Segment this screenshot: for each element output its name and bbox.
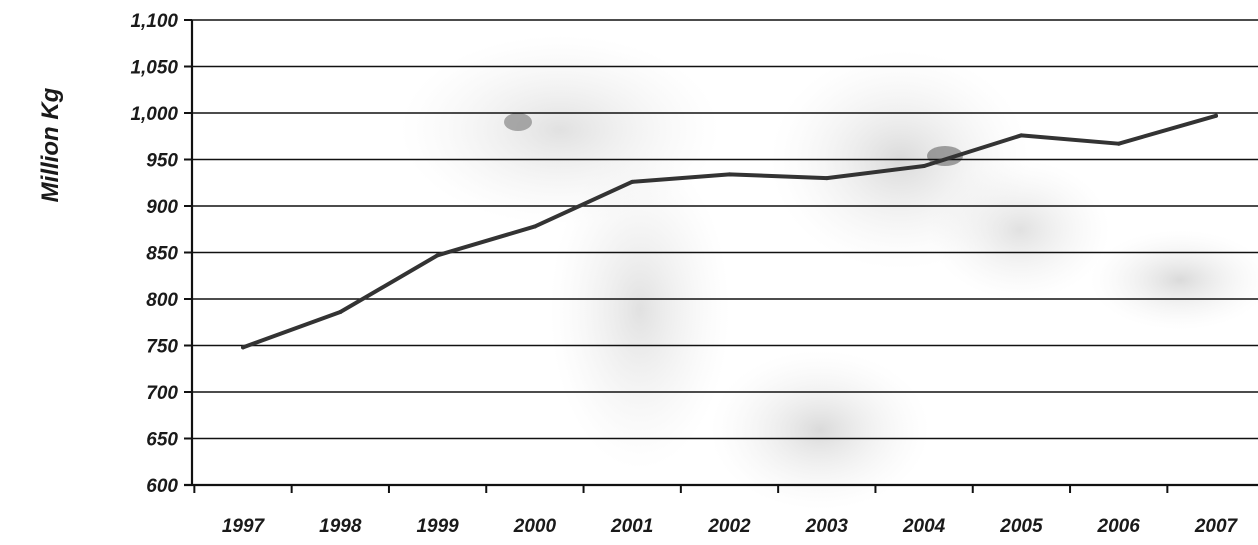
gridlines xyxy=(192,19,1258,440)
data-point xyxy=(338,310,343,315)
y-tick-label: 800 xyxy=(146,290,178,311)
x-tick-label: 1998 xyxy=(319,516,362,537)
series-layer xyxy=(241,113,1218,350)
y-tick-label: 1,100 xyxy=(130,11,178,32)
axes xyxy=(184,19,1258,493)
data-point xyxy=(1214,113,1218,118)
y-tick-label: 1,050 xyxy=(130,58,178,79)
y-axis-label: Million Kg xyxy=(37,87,64,202)
data-point xyxy=(532,224,537,229)
y-tick-label: 850 xyxy=(146,244,178,265)
y-tick-label: 700 xyxy=(146,383,178,404)
y-tick-label: 750 xyxy=(146,337,178,358)
x-tick-label: 2007 xyxy=(1194,516,1239,537)
x-tick-label: 2002 xyxy=(707,516,751,537)
data-point xyxy=(630,179,635,184)
data-point xyxy=(435,253,440,258)
x-tick-label: 2004 xyxy=(902,516,946,537)
data-point xyxy=(727,172,732,177)
y-tick-label: 600 xyxy=(146,476,178,497)
labels: 600 650 700 750 800 850 900 950 1,000 1,050 1,100 1… xyxy=(130,11,1238,537)
data-point xyxy=(1116,141,1121,146)
y-tick-label: 900 xyxy=(146,197,178,218)
data-point xyxy=(1019,133,1024,138)
x-tick-label: 2005 xyxy=(999,516,1043,537)
y-tick-label: 1,000 xyxy=(130,104,178,125)
x-tick-label: 2000 xyxy=(513,516,557,537)
x-tick-label: 1997 xyxy=(222,516,266,537)
y-tick-label: 650 xyxy=(146,430,178,451)
x-tick-label: 2006 xyxy=(1097,516,1141,537)
x-tick-label: 2003 xyxy=(805,516,849,537)
data-point xyxy=(241,345,245,350)
x-tick-label: 2001 xyxy=(610,516,653,537)
x-tick-label: 1999 xyxy=(416,516,459,537)
y-tick-label: 950 xyxy=(146,151,178,172)
data-point xyxy=(922,164,927,169)
data-point xyxy=(824,176,829,181)
